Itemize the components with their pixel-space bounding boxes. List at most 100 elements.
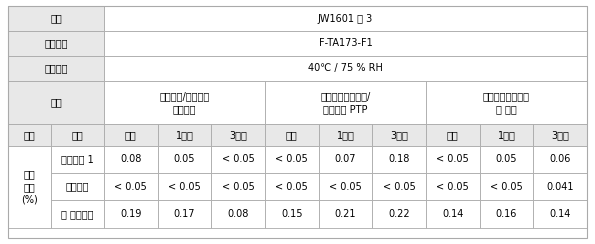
- Bar: [372, 200, 426, 228]
- Text: < 0.05: < 0.05: [275, 154, 308, 164]
- Bar: [265, 200, 319, 228]
- Bar: [104, 6, 587, 31]
- Text: 0.06: 0.06: [549, 154, 571, 164]
- Text: 3개월: 3개월: [390, 130, 408, 140]
- Text: 1개월: 1개월: [497, 130, 515, 140]
- Bar: [211, 146, 265, 173]
- Text: 총 유연물질: 총 유연물질: [61, 209, 94, 219]
- Text: 0.05: 0.05: [174, 154, 195, 164]
- Bar: [104, 81, 265, 124]
- Bar: [8, 31, 104, 56]
- Text: 폴리염화비닐리덴/
알루미늄 PTP: 폴리염화비닐리덴/ 알루미늄 PTP: [320, 91, 371, 114]
- Text: < 0.05: < 0.05: [437, 154, 469, 164]
- Text: 초기: 초기: [286, 130, 298, 140]
- Bar: [158, 200, 211, 228]
- Bar: [158, 173, 211, 200]
- Text: 0.17: 0.17: [174, 209, 195, 219]
- Text: 초기: 초기: [447, 130, 459, 140]
- Bar: [372, 146, 426, 173]
- Bar: [319, 200, 372, 228]
- Text: 0.16: 0.16: [496, 209, 517, 219]
- Text: 0.19: 0.19: [120, 209, 142, 219]
- Text: 포장: 포장: [50, 98, 62, 108]
- Bar: [51, 146, 104, 173]
- Text: < 0.05: < 0.05: [168, 182, 201, 192]
- Bar: [104, 200, 158, 228]
- Bar: [426, 200, 480, 228]
- Text: < 0.05: < 0.05: [490, 182, 523, 192]
- Bar: [480, 173, 533, 200]
- Text: < 0.05: < 0.05: [437, 182, 469, 192]
- Bar: [480, 124, 533, 146]
- Bar: [319, 124, 372, 146]
- Text: < 0.05: < 0.05: [383, 182, 415, 192]
- Text: 3개월: 3개월: [551, 130, 569, 140]
- Text: < 0.05: < 0.05: [329, 182, 362, 192]
- Bar: [104, 146, 158, 173]
- Text: 0.08: 0.08: [227, 209, 249, 219]
- Bar: [104, 173, 158, 200]
- Bar: [319, 146, 372, 173]
- Bar: [533, 200, 587, 228]
- Bar: [8, 81, 104, 124]
- Bar: [372, 124, 426, 146]
- Text: 알루미늄/알루미늄
블리스터: 알루미늄/알루미늄 블리스터: [159, 91, 209, 114]
- Text: 유연물질 1: 유연물질 1: [61, 154, 94, 164]
- Text: 기준: 기준: [71, 130, 83, 140]
- Bar: [211, 173, 265, 200]
- Bar: [158, 124, 211, 146]
- Text: 40℃ / 75 % RH: 40℃ / 75 % RH: [308, 63, 383, 73]
- Text: 0.07: 0.07: [335, 154, 356, 164]
- Bar: [426, 173, 480, 200]
- Text: 0.21: 0.21: [335, 209, 356, 219]
- Text: JW1601 정 3: JW1601 정 3: [318, 13, 373, 23]
- Bar: [104, 56, 587, 81]
- Bar: [265, 81, 426, 124]
- Text: 3개월: 3개월: [229, 130, 247, 140]
- Bar: [8, 56, 104, 81]
- Text: 0.22: 0.22: [389, 209, 410, 219]
- Bar: [104, 31, 587, 56]
- Text: 1개월: 1개월: [176, 130, 193, 140]
- Text: 초기: 초기: [125, 130, 137, 140]
- Text: < 0.05: < 0.05: [275, 182, 308, 192]
- Bar: [426, 146, 480, 173]
- Text: 고밀도폴리에틸렌
병 포장: 고밀도폴리에틸렌 병 포장: [483, 91, 530, 114]
- Bar: [104, 124, 158, 146]
- Text: F-TA173-F1: F-TA173-F1: [319, 39, 372, 49]
- Text: 1개월: 1개월: [337, 130, 355, 140]
- Text: < 0.05: < 0.05: [222, 154, 255, 164]
- Bar: [51, 124, 104, 146]
- Bar: [480, 200, 533, 228]
- Text: < 0.05: < 0.05: [114, 182, 147, 192]
- Text: < 0.05: < 0.05: [222, 182, 255, 192]
- Bar: [51, 200, 104, 228]
- Bar: [319, 173, 372, 200]
- Bar: [533, 146, 587, 173]
- Bar: [265, 124, 319, 146]
- Bar: [265, 173, 319, 200]
- Text: 0.14: 0.14: [549, 209, 571, 219]
- Text: 보관조건: 보관조건: [44, 63, 68, 73]
- Bar: [480, 146, 533, 173]
- Text: 용량: 용량: [50, 13, 62, 23]
- Bar: [8, 6, 104, 31]
- Text: 0.05: 0.05: [496, 154, 517, 164]
- Bar: [8, 146, 51, 228]
- Text: 유연
물질
(%): 유연 물질 (%): [21, 170, 38, 204]
- Bar: [265, 146, 319, 173]
- Bar: [426, 81, 587, 124]
- Text: 기타개개: 기타개개: [66, 182, 89, 192]
- Bar: [211, 124, 265, 146]
- Bar: [158, 146, 211, 173]
- Bar: [533, 124, 587, 146]
- Text: 0.041: 0.041: [546, 182, 574, 192]
- Bar: [533, 173, 587, 200]
- Bar: [372, 173, 426, 200]
- Text: 0.15: 0.15: [281, 209, 303, 219]
- Bar: [8, 124, 51, 146]
- Text: 0.08: 0.08: [120, 154, 142, 164]
- Bar: [211, 200, 265, 228]
- Bar: [426, 124, 480, 146]
- Text: 항목: 항목: [24, 130, 35, 140]
